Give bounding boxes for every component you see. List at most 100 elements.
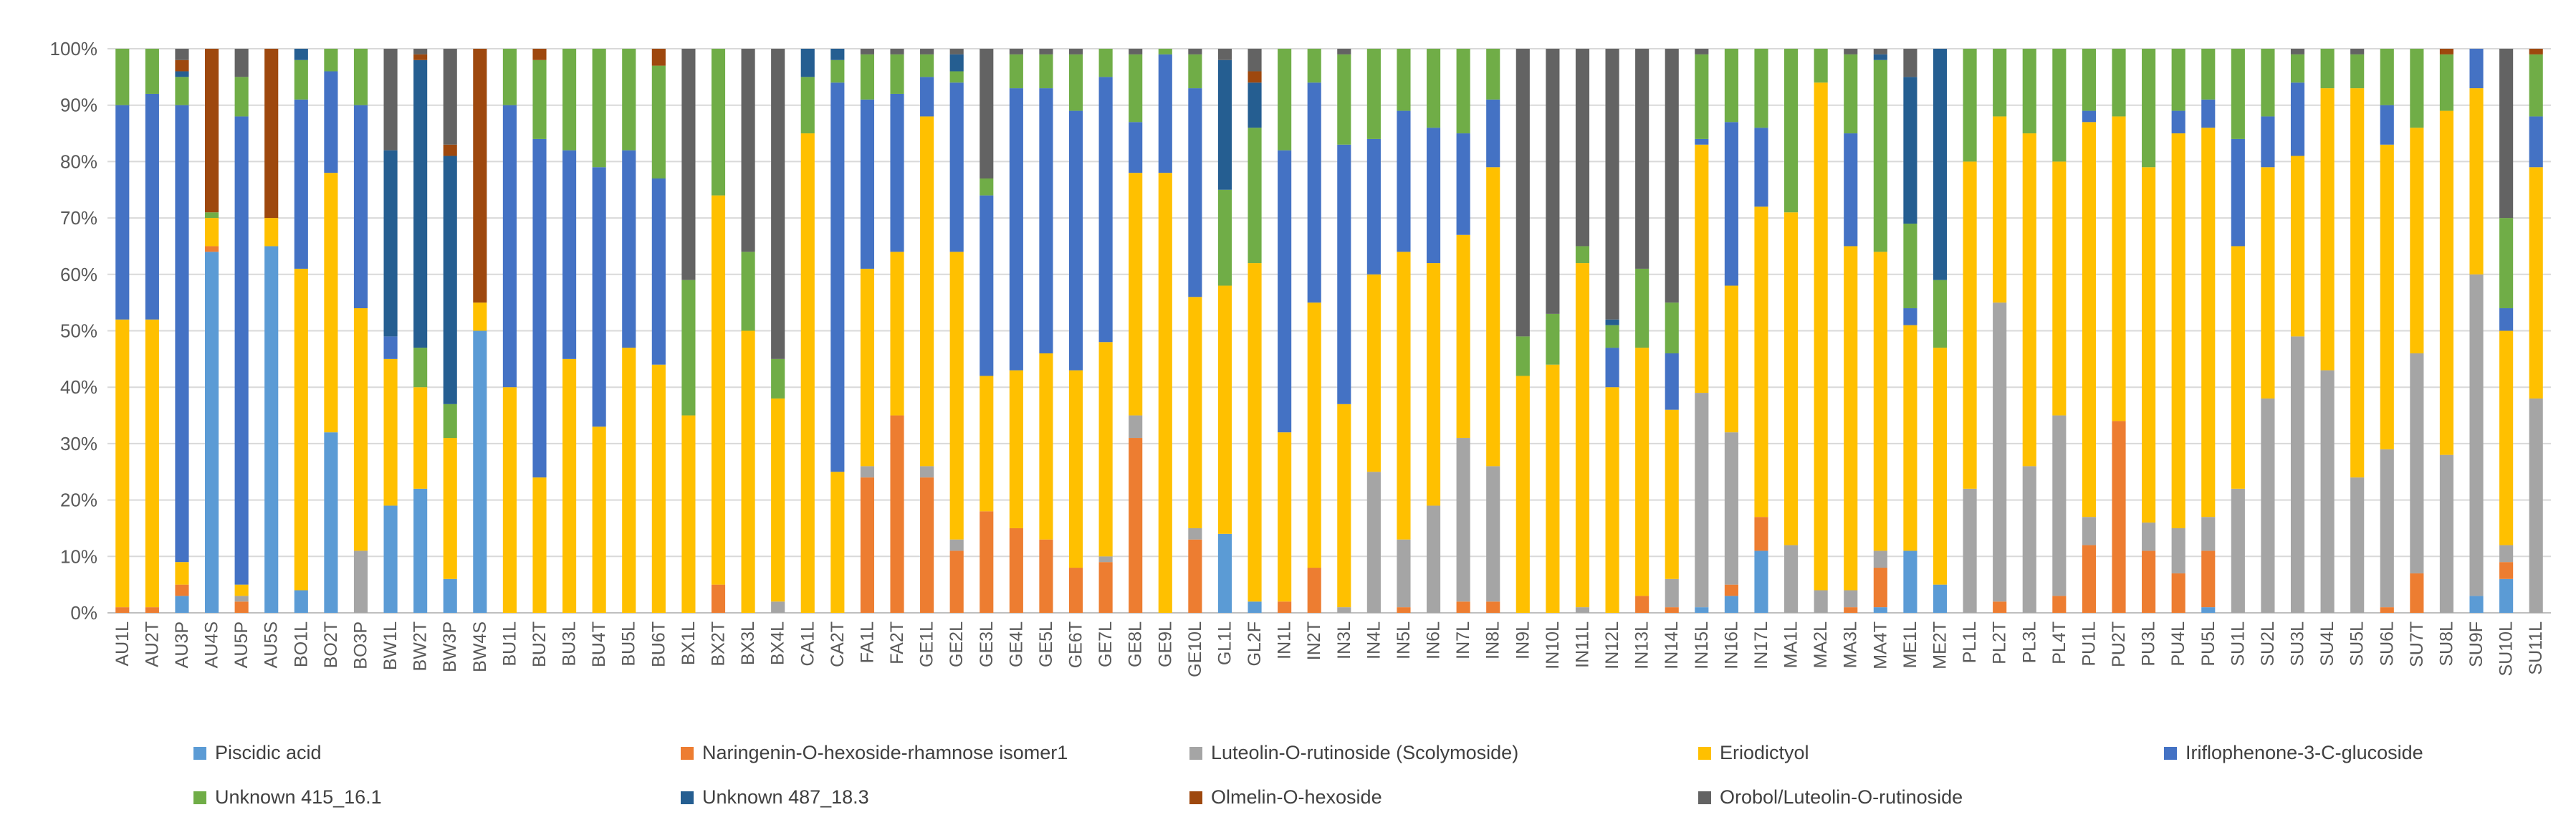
- bar-segment-pu1l-eriodictyol: [2082, 122, 2096, 518]
- legend-item-unknown-415-16-1: Unknown 415_16.1: [193, 786, 382, 808]
- bar-segment-bo2t-iriflophenone-3-c-glucoside: [324, 71, 338, 173]
- bar-segment-su11l-eriodictyol: [2529, 167, 2543, 399]
- bar-segment-in14l-iriflophenone-3-c-glucoside: [1665, 353, 1679, 410]
- bar-segment-in9l-eriodictyol: [1516, 376, 1530, 613]
- bar-segment-ge7l-naringenin-o-hexoside-rhamnose-isomer1: [1098, 562, 1113, 613]
- bar-segment-bx4l-luteolin-o-rutinoside-scolymoside: [771, 601, 785, 613]
- bar-segment-su3l-luteolin-o-rutinoside-scolymoside: [2290, 336, 2305, 613]
- bar-segment-su2l-luteolin-o-rutinoside-scolymoside: [2261, 398, 2275, 613]
- bar-segment-su6l-naringenin-o-hexoside-rhamnose-isomer1: [2380, 607, 2394, 613]
- bar-segment-ge9l-unknown-415-16-1: [1158, 49, 1172, 54]
- bar-segment-me1l-piscidic-acid: [1903, 550, 1917, 613]
- bar-segment-su9f-iriflophenone-3-c-glucoside: [2469, 49, 2484, 89]
- bar-segment-bx3l-unknown-415-16-1: [741, 252, 755, 331]
- bar-segment-gl1l-eriodictyol: [1217, 285, 1232, 534]
- legend-item-luteolin-o-rutinoside-scolymoside: Luteolin-O-rutinoside (Scolymoside): [1189, 742, 1518, 763]
- bar-segment-in7l-unknown-415-16-1: [1456, 49, 1470, 134]
- bar-segment-ge8l-iriflophenone-3-c-glucoside: [1129, 122, 1143, 173]
- bar-segment-au2t-iriflophenone-3-c-glucoside: [145, 93, 159, 320]
- bar-segment-su4l-luteolin-o-rutinoside-scolymoside: [2320, 370, 2335, 613]
- bar-segment-bo1l-iriflophenone-3-c-glucoside: [294, 99, 308, 269]
- legend-item-eriodictyol: Eriodictyol: [1698, 742, 1809, 763]
- x-tick-label: IN13L: [1632, 621, 1652, 669]
- y-tick-label: 20%: [60, 490, 97, 511]
- bar-stack-in10l: [1546, 49, 1560, 613]
- bar-segment-pu4l-naringenin-o-hexoside-rhamnose-isomer1: [2171, 573, 2185, 613]
- bar-segment-su7t-eriodictyol: [2410, 128, 2424, 353]
- x-tick-label: SU5L: [2347, 621, 2367, 667]
- bar-stack-pu3l: [2142, 49, 2156, 613]
- bar-segment-au3p-olmelin-o-hexoside: [175, 59, 189, 72]
- bar-segment-in12l-orobol-luteolin-o-rutinoside: [1605, 49, 1619, 320]
- bar-segment-ge5l-orobol-luteolin-o-rutinoside: [1039, 49, 1053, 54]
- bar-segment-su10l-iriflophenone-3-c-glucoside: [2499, 308, 2514, 331]
- bar-segment-su3l-orobol-luteolin-o-rutinoside: [2290, 49, 2305, 54]
- x-tick-label: AU4S: [202, 621, 222, 668]
- bar-segment-in10l-eriodictyol: [1546, 364, 1560, 613]
- bar-segment-ma4t-unknown-487-18-3: [1873, 54, 1887, 60]
- bar-segment-gl2f-eriodictyol: [1248, 263, 1262, 602]
- bar-segment-au5p-luteolin-o-rutinoside-scolymoside: [234, 596, 249, 602]
- bar-segment-pl2t-eriodictyol: [1993, 116, 2007, 303]
- bar-segment-ma3l-luteolin-o-rutinoside-scolymoside: [1844, 590, 1858, 608]
- bar-stack-bu2t: [532, 49, 547, 613]
- bar-segment-in12l-iriflophenone-3-c-glucoside: [1605, 348, 1619, 388]
- x-tick-label: GE4L: [1006, 621, 1026, 667]
- bar-stack-au1l: [115, 49, 130, 613]
- bar-segment-fa1l-eriodictyol: [860, 268, 874, 467]
- bar-segment-pl4t-luteolin-o-rutinoside-scolymoside: [2052, 415, 2067, 596]
- bar-segment-in17l-naringenin-o-hexoside-rhamnose-isomer1: [1754, 517, 1768, 551]
- bar-segment-ma4t-luteolin-o-rutinoside-scolymoside: [1873, 550, 1887, 568]
- bar-segment-su2l-iriflophenone-3-c-glucoside: [2261, 116, 2275, 168]
- x-tick-label: IN4L: [1364, 621, 1384, 659]
- bar-segment-in4l-eriodictyol: [1366, 274, 1381, 472]
- bar-segment-bw2t-orobol-luteolin-o-rutinoside: [413, 49, 428, 54]
- bar-segment-in7l-luteolin-o-rutinoside-scolymoside: [1456, 438, 1470, 602]
- x-tick-label: PL4T: [2049, 621, 2069, 664]
- legend-label: Eriodictyol: [1720, 742, 1809, 763]
- y-tick-label: 10%: [60, 545, 97, 567]
- bar-segment-su10l-orobol-luteolin-o-rutinoside: [2499, 49, 2514, 219]
- bar-segment-in1l-iriflophenone-3-c-glucoside: [1278, 150, 1292, 433]
- bar-segment-su10l-luteolin-o-rutinoside-scolymoside: [2499, 545, 2514, 563]
- bar-stack-su1l: [2231, 49, 2245, 613]
- bar-segment-su5l-eriodictyol: [2350, 88, 2365, 478]
- y-tick-label: 100%: [50, 38, 98, 59]
- bar-segment-in13l-unknown-415-16-1: [1635, 268, 1649, 348]
- bar-segment-su10l-unknown-415-16-1: [2499, 218, 2514, 309]
- bar-segment-su8l-eriodictyol: [2439, 110, 2454, 455]
- x-tick-label: BU1L: [499, 621, 519, 667]
- legend-label: Luteolin-O-rutinoside (Scolymoside): [1211, 742, 1518, 763]
- bar-stack-bo3p: [353, 49, 368, 613]
- bar-segment-gl2f-unknown-415-16-1: [1248, 128, 1262, 264]
- bar-segment-pu5l-luteolin-o-rutinoside-scolymoside: [2201, 517, 2216, 551]
- bar-segment-in16l-piscidic-acid: [1724, 596, 1738, 613]
- bar-segment-su8l-olmelin-o-hexoside: [2439, 49, 2454, 54]
- x-tick-label: AU5P: [231, 621, 252, 668]
- bar-segment-in10l-orobol-luteolin-o-rutinoside: [1546, 49, 1560, 314]
- bar-segment-ma2l-eriodictyol: [1814, 82, 1828, 591]
- x-tick-label: FA1L: [857, 621, 877, 663]
- bar-segment-pu2t-unknown-415-16-1: [2112, 49, 2126, 117]
- bar-segment-in14l-unknown-415-16-1: [1665, 302, 1679, 353]
- bar-segment-bx1l-unknown-415-16-1: [681, 280, 696, 416]
- bar-segment-in13l-orobol-luteolin-o-rutinoside: [1635, 49, 1649, 269]
- bar-segment-ge5l-eriodictyol: [1039, 353, 1053, 540]
- bar-segment-pl2t-unknown-415-16-1: [1993, 49, 2007, 117]
- x-tick-label: SU4L: [2317, 621, 2337, 667]
- legend-swatch: [1698, 791, 1711, 804]
- x-tick-label: IN8L: [1483, 621, 1503, 659]
- x-tick-label: SU10L: [2496, 621, 2517, 677]
- legend-item-iriflophenone-3-c-glucoside: Iriflophenone-3-C-glucoside: [2164, 742, 2423, 763]
- bar-stack-in1l: [1278, 49, 1292, 613]
- bar-segment-su6l-luteolin-o-rutinoside-scolymoside: [2380, 449, 2394, 608]
- bar-stack-ge2l: [949, 49, 964, 613]
- bar-segment-ma3l-unknown-415-16-1: [1844, 54, 1858, 134]
- bar-segment-ge6t-unknown-415-16-1: [1068, 54, 1083, 111]
- bar-segment-bx1l-orobol-luteolin-o-rutinoside: [681, 49, 696, 280]
- bar-segment-ge4l-naringenin-o-hexoside-rhamnose-isomer1: [1009, 528, 1023, 613]
- bar-segment-au4s-olmelin-o-hexoside: [204, 49, 219, 213]
- bar-segment-pu2t-eriodictyol: [2112, 116, 2126, 421]
- bar-stack-ge1l: [920, 49, 934, 613]
- bar-segment-ge6t-orobol-luteolin-o-rutinoside: [1068, 49, 1083, 54]
